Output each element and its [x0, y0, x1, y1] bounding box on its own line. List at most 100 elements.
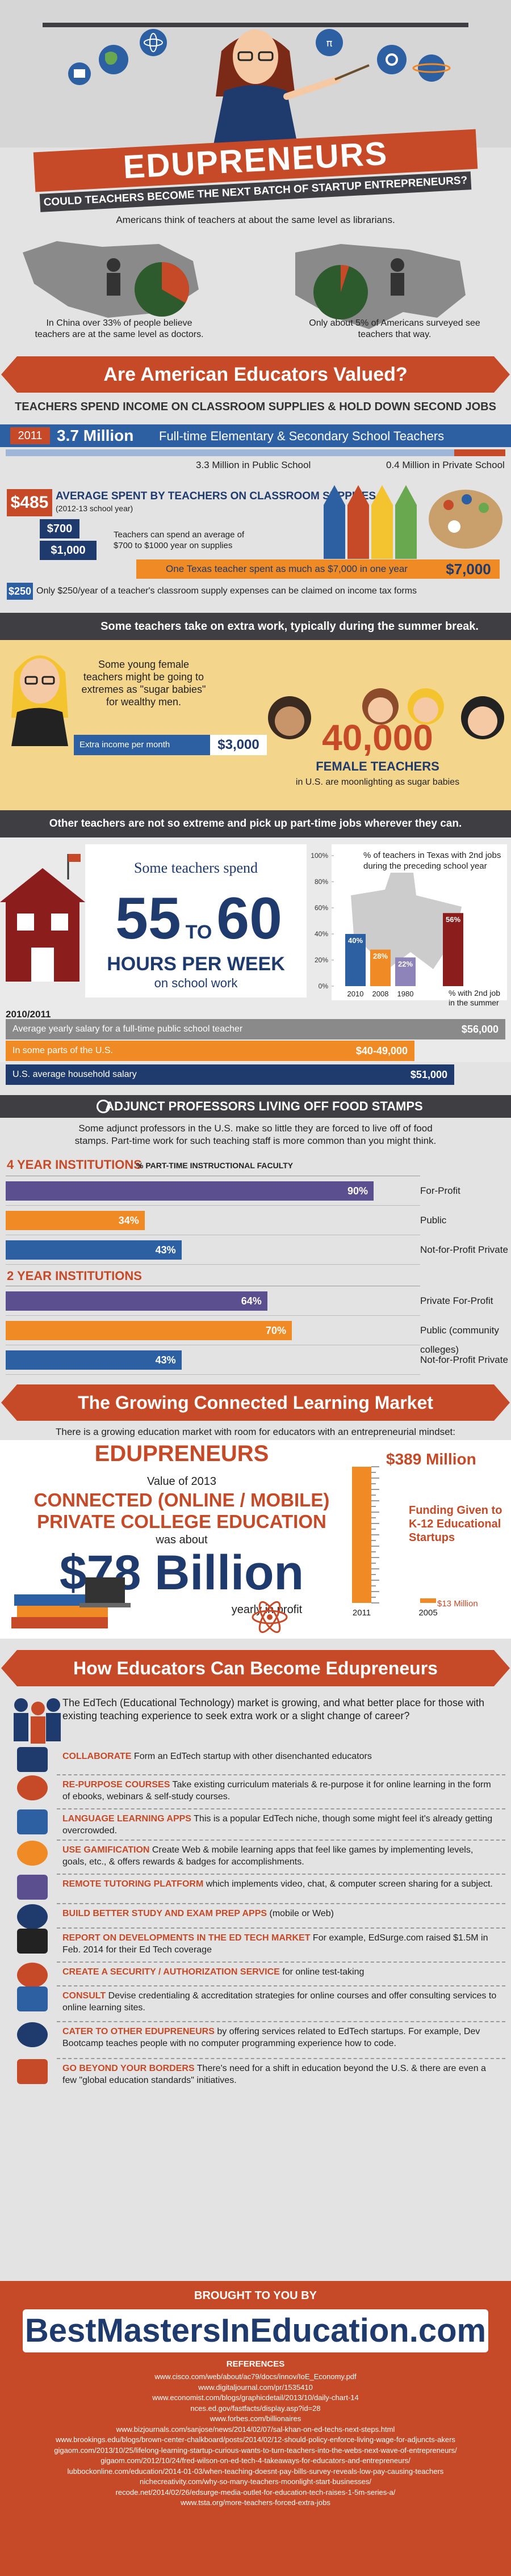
- reference-link[interactable]: www.forbes.com/billionaires: [210, 2414, 301, 2423]
- reference-link[interactable]: gigaom.com/2012/10/24/fred-wilson-on-ed-…: [100, 2456, 411, 2465]
- reference-link[interactable]: www.economist.com/blogs/graphicdetail/20…: [152, 2393, 359, 2402]
- reference-link[interactable]: www.digitaljournal.com/pr/1535410: [198, 2383, 313, 2392]
- howto-step: REPORT ON DEVELOPMENTS IN THE ED TECH MA…: [62, 1932, 500, 1956]
- howto-step: USE GAMIFICATION Create Web & mobile lea…: [62, 1844, 500, 1868]
- hours-low: 55: [115, 886, 181, 952]
- reference-link[interactable]: gigaom.com/2013/10/25/lifelong-learning-…: [54, 2445, 457, 2455]
- video-chat-icon: [17, 1875, 48, 1900]
- consultant-icon: [17, 1986, 48, 2011]
- howto-step: GO BEYOND YOUR BORDERS There's need for …: [62, 2063, 500, 2086]
- sugar-babies-text: Some young female teachers might be goin…: [81, 659, 206, 708]
- percentage-bar: 34%: [6, 1211, 145, 1230]
- chart-summer-label: % with 2nd job in the summer: [449, 988, 501, 1007]
- x-tick-label: 2005: [418, 1608, 437, 1618]
- howto-step: BUILD BETTER STUDY AND EXAM PREP APPS (m…: [62, 1908, 500, 1920]
- x-tick-label: 2011: [353, 1608, 371, 1618]
- divider: [57, 1962, 505, 1963]
- female-teachers-label: FEMALE TEACHERS: [316, 759, 439, 773]
- divider: [57, 1840, 505, 1841]
- howto-intro: The EdTech (Educational Technology) mark…: [62, 1697, 485, 1721]
- math-icon: π: [316, 29, 343, 56]
- percentage-bar: 43%: [6, 1350, 182, 1370]
- step-text: (mobile or Web): [267, 1909, 334, 1918]
- data-label: 22%: [398, 959, 413, 968]
- howto-step: CREATE A SECURITY / AUTHORIZATION SERVIC…: [62, 1966, 500, 1978]
- hours-sub: on school work: [154, 976, 238, 990]
- adjunct-band: ADJUNCT PROFESSORS LIVING OFF FOOD STAMP…: [0, 1095, 511, 1118]
- salary-row-some: In some parts of the U.S. $40-49,000: [6, 1041, 414, 1061]
- reference-link[interactable]: lubbockonline.com/education/2014-01-03/w…: [67, 2466, 444, 2476]
- references-title: REFERENCES: [226, 2359, 285, 2369]
- hours-to: TO: [185, 921, 212, 943]
- reference-link[interactable]: www.tsta.org/more-teachers-forced-extra-…: [181, 2498, 330, 2507]
- brand-link[interactable]: BestMastersInEducation.com: [24, 2312, 487, 2349]
- avg-spent-label: AVERAGE SPENT BY TEACHERS ON CLASSROOM S…: [56, 490, 376, 502]
- bar-label: Public (community colleges): [420, 1325, 499, 1355]
- reference-link[interactable]: www.cisco.com/web/about/ac79/docs/innov/…: [154, 2372, 357, 2381]
- laptop-icon: [79, 1577, 131, 1607]
- percentage-bar: 70%: [6, 1321, 292, 1340]
- reference-link[interactable]: nces.ed.gov/fastfacts/display.asp?id=28: [190, 2404, 321, 2413]
- x-tick-label: 2010: [347, 990, 364, 998]
- divider: [57, 1774, 505, 1775]
- book-stack-icon: [11, 1594, 108, 1628]
- bar: [345, 934, 366, 986]
- step-heading: REPORT ON DEVELOPMENTS IN THE ED TECH MA…: [62, 1933, 311, 1943]
- funding-label: Funding Given to K-12 Educational Startu…: [409, 1504, 502, 1544]
- percentage-bar: 90%: [6, 1181, 374, 1201]
- bar-label: For-Profit: [420, 1185, 460, 1196]
- avg-spent-amount: $485: [7, 489, 52, 516]
- divider: [57, 1985, 505, 1986]
- svg-text:π: π: [326, 37, 333, 49]
- hours-label: HOURS PER WEEK: [107, 953, 285, 975]
- header-illustration: π: [43, 23, 468, 148]
- palette-icon: [429, 490, 502, 549]
- reference-link[interactable]: recode.net/2014/02/26/edsurge-media-outl…: [115, 2487, 396, 2497]
- percentage-bar: 43%: [6, 1240, 182, 1260]
- part-time-band: Other teachers are not so extreme and pi…: [0, 810, 511, 837]
- teacher-count-label: Full-time Elementary & Secondary School …: [159, 429, 445, 443]
- china-text: In China over 33% of people believe teac…: [35, 318, 204, 339]
- reference-link[interactable]: www.brookings.edu/blogs/brown-center-cha…: [56, 2435, 455, 2444]
- salary-row-value: $51,000: [410, 1069, 447, 1080]
- step-heading: CATER TO OTHER EDUPRENEURS: [62, 2027, 215, 2036]
- adjunct-band-text: ADJUNCT PROFESSORS LIVING OFF FOOD STAMP…: [105, 1099, 423, 1113]
- step-text: for online test-taking: [279, 1967, 365, 1977]
- school-house-icon: [0, 854, 85, 982]
- reference-link[interactable]: nichecreativity.com/why-so-many-teachers…: [140, 2477, 371, 2486]
- funding-bar-2005: [420, 1598, 436, 1603]
- y-tick-label: 0%: [319, 982, 329, 990]
- tax-claim-amount: $250: [7, 583, 33, 600]
- reference-link[interactable]: www.bizjournals.com/sanjose/news/2014/02…: [116, 2425, 395, 2434]
- teacher-count-year: 2011: [10, 427, 50, 444]
- speech-bubble-icon: [17, 1809, 48, 1834]
- x-tick-label: 2008: [372, 990, 389, 998]
- bar-value: 90%: [347, 1185, 368, 1197]
- crayon-icon: [324, 485, 345, 559]
- two-year-title: 2 YEAR INSTITUTIONS: [7, 1269, 142, 1283]
- divider: [57, 1927, 505, 1929]
- texas-teacher-amount: $7,000: [437, 559, 500, 579]
- divider: [57, 2021, 505, 2022]
- divider: [6, 1264, 420, 1265]
- bar-label: Private For-Profit: [420, 1295, 493, 1306]
- funding-bottom-value: $13 Million: [437, 1599, 478, 1609]
- extra-income-amount: $3,000: [210, 735, 267, 755]
- howto-step: REMOTE TUTORING PLATFORM which implement…: [62, 1878, 500, 1890]
- atom-icon: [252, 1601, 288, 1634]
- teacher-icon-usa: [391, 258, 404, 296]
- public-share-bar: [6, 449, 454, 456]
- bar-label: Not-for-Profit Private: [420, 1244, 508, 1255]
- supply-high: $1,000: [40, 541, 97, 560]
- bar: [443, 913, 463, 986]
- study-app-icon: [17, 1904, 48, 1929]
- private-school-count: 0.4 Million in Private School: [386, 460, 505, 470]
- gear-icon: [377, 45, 407, 74]
- food-icon: [97, 1100, 110, 1113]
- bootcamp-icon: [17, 2022, 48, 2047]
- hours-card: [85, 844, 307, 997]
- divider: [6, 1315, 420, 1316]
- salary-row-label: In some parts of the U.S.: [12, 1046, 113, 1055]
- teacher-icon-china: [107, 258, 120, 296]
- step-heading: USE GAMIFICATION: [62, 1845, 150, 1855]
